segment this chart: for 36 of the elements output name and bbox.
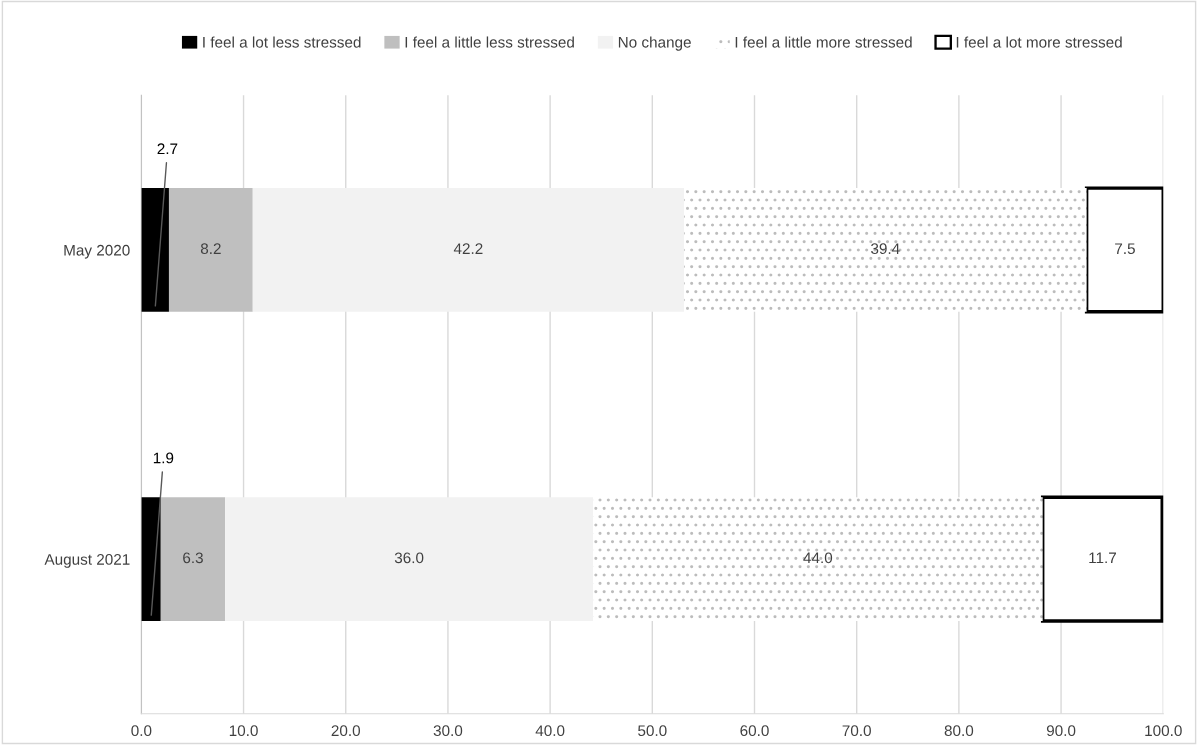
legend-label: I feel a lot more stressed — [956, 36, 1122, 48]
legend-label: I feel a lot less stressed — [203, 36, 361, 48]
data-label: 11.7 — [1089, 552, 1116, 564]
x-tick-label: 40.0 — [535, 725, 565, 737]
x-tick-label: 20.0 — [331, 725, 361, 737]
x-tick-label: 70.0 — [842, 725, 871, 737]
bar — [141, 188, 169, 312]
legend-label: I feel a little less stressed — [405, 36, 574, 48]
x-tick-label: 0.0 — [131, 725, 152, 737]
bar — [225, 497, 594, 621]
x-tick-label: 80.0 — [944, 725, 974, 737]
bar — [683, 188, 1087, 312]
data-label: 7.5 — [1115, 243, 1135, 255]
x-tick-label: 60.0 — [740, 725, 769, 737]
data-label: 36.0 — [394, 552, 424, 564]
y-tick-label: August 2021 — [44, 553, 130, 568]
bar — [141, 497, 161, 621]
data-label: 39.4 — [871, 243, 900, 255]
legend-label: No change — [618, 36, 691, 51]
x-tick-label: 30.0 — [433, 725, 463, 737]
data-label: 42.2 — [453, 243, 483, 254]
x-tick-label: 90.0 — [1046, 725, 1076, 737]
data-label: 44.0 — [803, 552, 833, 564]
bar — [252, 188, 684, 312]
data-label: 1.9 — [153, 452, 174, 464]
data-label: 2.7 — [157, 143, 178, 155]
bar — [593, 497, 1043, 621]
x-tick-label: 10.0 — [229, 725, 258, 737]
data-label: 6.3 — [183, 552, 203, 564]
y-tick-label: May 2020 — [64, 244, 130, 259]
x-tick-label: 100.0 — [1145, 725, 1182, 737]
bar — [168, 188, 253, 312]
bar — [160, 497, 226, 621]
data-label: 8.2 — [200, 243, 221, 255]
x-tick-label: 50.0 — [638, 725, 667, 737]
legend-label: I feel a little more stressed — [735, 36, 912, 48]
